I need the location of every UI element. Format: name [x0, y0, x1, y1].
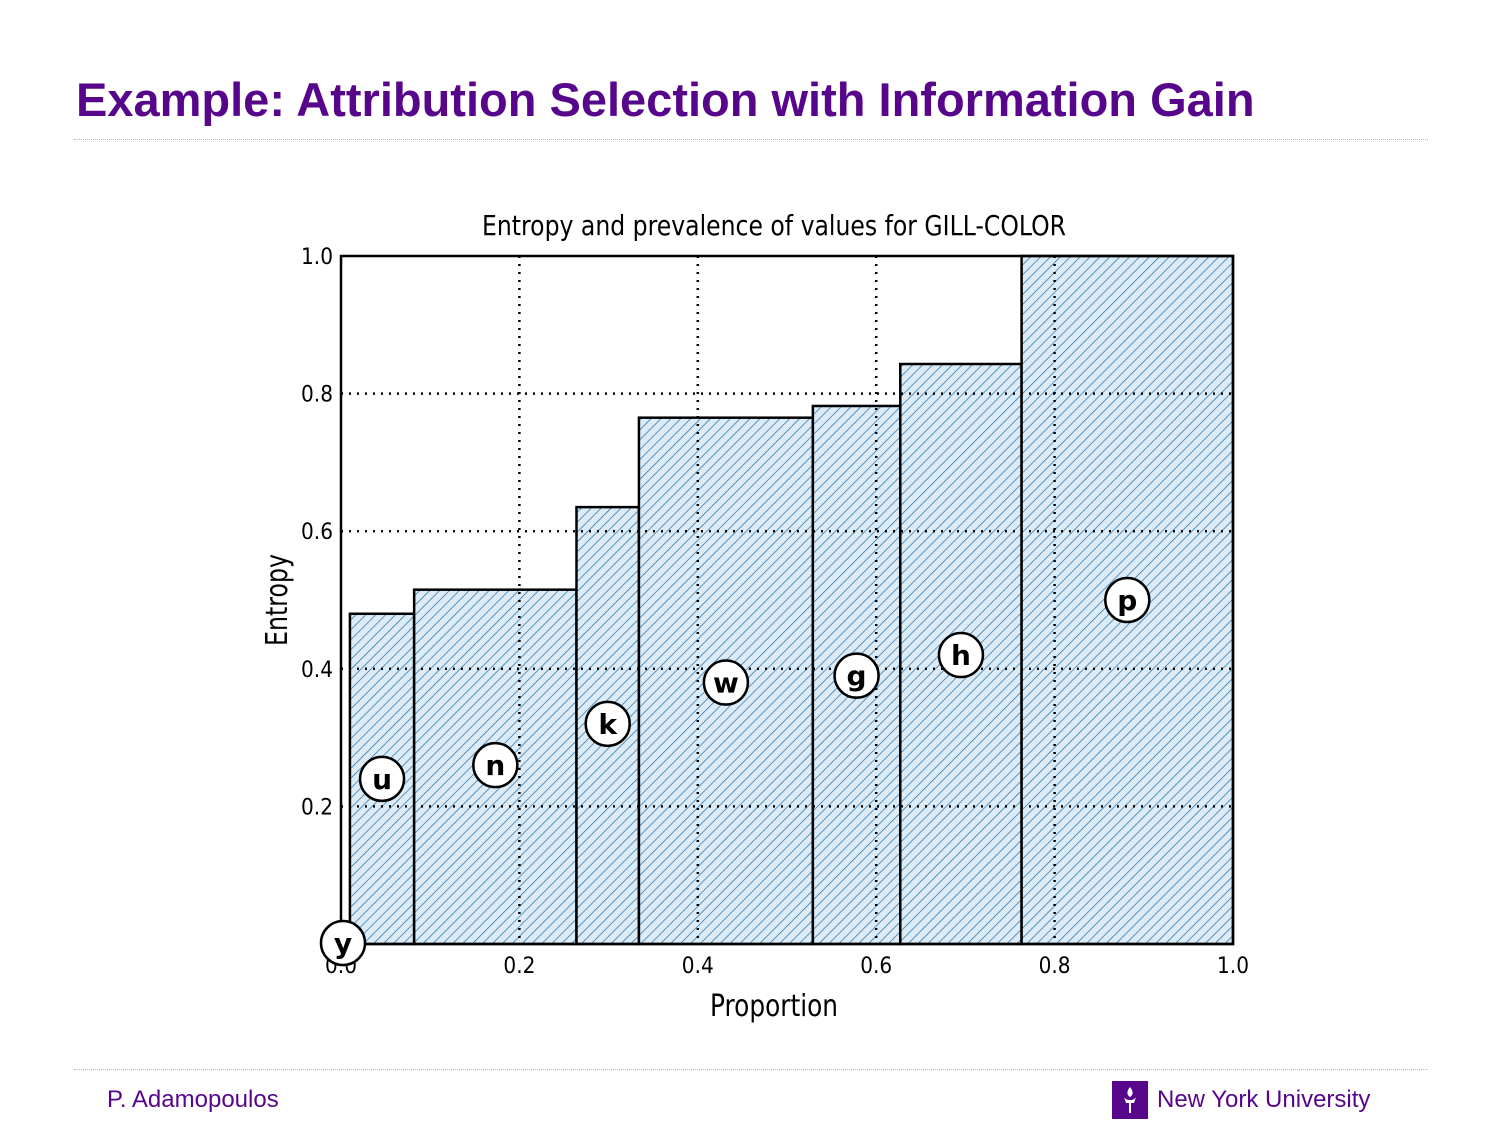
footer-author: P. Adamopoulos: [107, 1086, 279, 1113]
bar-g: [811, 404, 902, 946]
y-tick-label: 1.0: [301, 245, 333, 270]
x-axis-label: Proportion: [710, 989, 838, 1024]
label-circle: [319, 919, 367, 967]
plot-frame: [339, 254, 1235, 946]
footer-divider: [74, 1069, 1428, 1070]
label-circle: [702, 659, 750, 706]
y-tick-label: 0.2: [301, 795, 333, 820]
label-circle: [358, 755, 406, 803]
y-tick-label: 0.8: [301, 383, 333, 408]
label-text: y: [334, 927, 352, 960]
title-divider: [74, 139, 1428, 140]
x-tick-label: 1.0: [1217, 954, 1249, 979]
bar-label-u: u: [358, 755, 406, 803]
torch-icon: [1112, 1081, 1148, 1119]
x-tick-label: 0.6: [860, 954, 892, 979]
x-tick-label: 0.8: [1039, 954, 1071, 979]
bar-label-w: w: [702, 659, 750, 706]
university-name: New York University: [1157, 1086, 1371, 1113]
label-circle: [1104, 576, 1151, 624]
bar-label-g: g: [833, 652, 880, 699]
label-circle: [937, 631, 985, 679]
label-text: g: [847, 660, 867, 693]
y-tick-label: 0.6: [301, 520, 333, 545]
bar-label-h: h: [937, 631, 985, 679]
chart-title: Entropy and prevalence of values for GIL…: [482, 209, 1066, 242]
bar-label-y: y: [319, 919, 367, 967]
label-circle: [472, 741, 519, 789]
slide-title: Example: Attribution Selection with Info…: [76, 73, 1255, 126]
y-axis-label: Entropy: [260, 554, 295, 646]
bar-label-k: k: [584, 700, 631, 748]
label-text: p: [1117, 584, 1137, 617]
label-text: w: [713, 667, 739, 700]
label-text: n: [485, 749, 505, 782]
label-text: u: [372, 763, 392, 796]
bar-label-n: n: [472, 741, 519, 789]
label-text: k: [598, 708, 618, 741]
label-text: h: [951, 639, 971, 672]
label-circle: [584, 700, 631, 748]
university-logo[interactable]: New York University: [1112, 1081, 1370, 1119]
y-tick-label: 0.4: [301, 658, 333, 683]
x-tick-label: 0.4: [682, 954, 714, 979]
x-tick-label: 0.2: [503, 954, 535, 979]
label-circle: [833, 652, 880, 699]
bar-label-p: p: [1104, 576, 1151, 624]
